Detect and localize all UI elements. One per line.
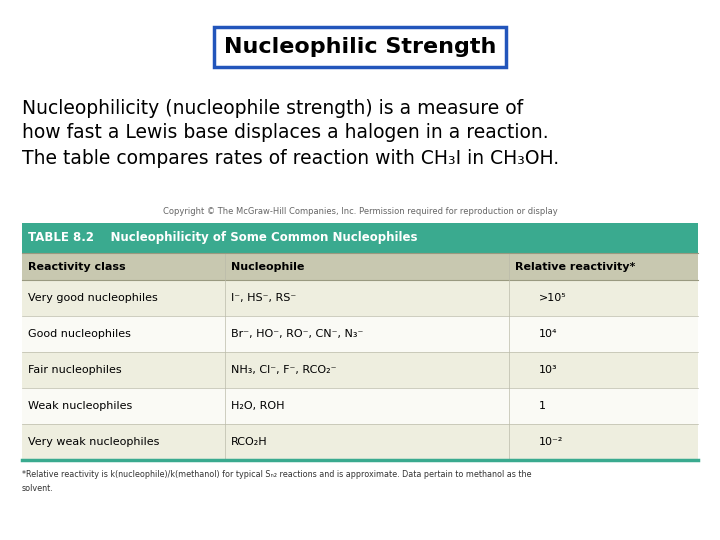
Text: Good nucleophiles: Good nucleophiles [28, 329, 131, 339]
Text: >10⁵: >10⁵ [539, 293, 567, 303]
Text: *Relative reactivity is k(nucleophile)/k(methanol) for typical Sₙ₂ reactions and: *Relative reactivity is k(nucleophile)/k… [22, 470, 531, 479]
Text: Very good nucleophiles: Very good nucleophiles [28, 293, 158, 303]
Text: Nucleophile: Nucleophile [231, 261, 304, 272]
Bar [22, 223, 698, 253]
Text: I⁻, HS⁻, RS⁻: I⁻, HS⁻, RS⁻ [231, 293, 296, 303]
Text: 10⁻²: 10⁻² [539, 437, 563, 447]
Text: TABLE 8.2    Nucleophilicity of Some Common Nucleophiles: TABLE 8.2 Nucleophilicity of Some Common… [28, 232, 418, 245]
Text: Copyright © The McGraw-Hill Companies, Inc. Permission required for reproduction: Copyright © The McGraw-Hill Companies, I… [163, 207, 557, 217]
Text: Br⁻, HO⁻, RO⁻, CN⁻, N₃⁻: Br⁻, HO⁻, RO⁻, CN⁻, N₃⁻ [231, 329, 363, 339]
Text: Reactivity class: Reactivity class [28, 261, 125, 272]
Text: Nucleophilic Strength: Nucleophilic Strength [224, 37, 496, 57]
Bar [22, 352, 698, 388]
Bar [22, 280, 698, 316]
Text: RCO₂H: RCO₂H [231, 437, 267, 447]
Text: 10⁴: 10⁴ [539, 329, 557, 339]
Text: 1: 1 [539, 401, 546, 411]
Text: The table compares rates of reaction with CH₃I in CH₃OH.: The table compares rates of reaction wit… [22, 148, 559, 167]
Text: how fast a Lewis base displaces a halogen in a reaction.: how fast a Lewis base displaces a haloge… [22, 124, 549, 143]
Bar [22, 424, 698, 460]
Text: solvent.: solvent. [22, 484, 54, 493]
Text: Nucleophilicity (nucleophile strength) is a measure of: Nucleophilicity (nucleophile strength) i… [22, 98, 523, 118]
Text: Very weak nucleophiles: Very weak nucleophiles [28, 437, 159, 447]
Text: H₂O, ROH: H₂O, ROH [231, 401, 284, 411]
Text: Weak nucleophiles: Weak nucleophiles [28, 401, 132, 411]
Bar [22, 253, 698, 280]
Text: 10³: 10³ [539, 365, 557, 375]
Text: NH₃, Cl⁻, F⁻, RCO₂⁻: NH₃, Cl⁻, F⁻, RCO₂⁻ [231, 365, 336, 375]
Text: Relative reactivity*: Relative reactivity* [515, 261, 635, 272]
Bar [22, 388, 698, 424]
Bar [22, 316, 698, 352]
Text: Fair nucleophiles: Fair nucleophiles [28, 365, 122, 375]
